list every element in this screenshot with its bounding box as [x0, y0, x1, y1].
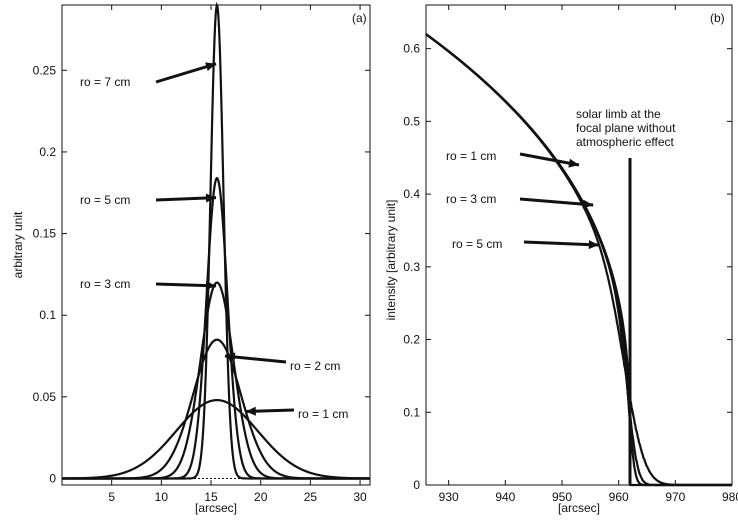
panel-a-arrow-ro-2-cm-shaft	[224, 354, 287, 364]
panel-a-xtick-label: 25	[304, 490, 318, 504]
panel-b-xtick-label: 940	[495, 490, 515, 504]
panel-a-arrow-ro-7-cm-head	[205, 62, 216, 71]
panel-a-arrow-ro-3-cm-shaft	[155, 282, 217, 288]
panel-b-curve-ro-1-cm	[425, 33, 732, 487]
panel-b-curve-solar-limb-at-the-focal-plane-without-atmospheric-effect	[425, 33, 732, 487]
panel-a-curves	[62, 1, 370, 480]
panel-b-xtick-label: 960	[609, 490, 629, 504]
panel-b-ytick-label: 0.3	[403, 260, 420, 274]
panel-a-arrow-ro-7-cm-shaft	[155, 62, 217, 84]
panel-a-ytick-label: 0.15	[33, 227, 57, 241]
panel-b-annotations: ro = 1 cm ro = 3 cm ro = 5 cm solar limb at…	[446, 107, 676, 485]
panel-b-xtick-label: 980	[722, 490, 738, 504]
panel-a-curve-ro-3-cm	[62, 281, 370, 480]
panel-a-ytick-label: 0	[49, 471, 56, 485]
panel-a-annotation-ro-5-cm: ro = 5 cm	[80, 193, 130, 207]
panel-a-curve-ro-5-cm	[62, 176, 370, 480]
panel-b-x-axis-label: [arcsec]	[558, 501, 600, 515]
panel-b-limb-note-line: focal plane without	[576, 121, 676, 135]
panel-b-curve-ro-3-cm	[425, 33, 732, 487]
panel-b-ytick-label: 0.4	[403, 187, 420, 201]
panel-a-xtick-label: 10	[155, 490, 169, 504]
panel-a-xtick-label: 20	[254, 490, 268, 504]
panel-a-ytick-label: 0.25	[33, 63, 57, 77]
panel-a-annotation-ro-1-cm: ro = 1 cm	[298, 407, 348, 421]
panel-b-arrow-ro-5-cm-head	[588, 240, 599, 250]
panel-a-annotation-ro-7-cm: ro = 7 cm	[80, 75, 130, 89]
panel-b-limb-note-line: atmospheric effect	[576, 135, 674, 149]
panel-a-xtick-label: 15	[204, 490, 218, 504]
panel-b-frame	[425, 4, 733, 486]
panel-b-annotation-ro-3-cm: ro = 3 cm	[446, 192, 496, 206]
panel-b-ytick-label: 0	[413, 478, 420, 492]
panel-a-annotations: ro = 7 cm ro = 5 cm ro = 3 cm ro = 2 cm ro =…	[80, 62, 348, 421]
panel-b-curve-ro-5-cm	[425, 33, 732, 487]
panel-b-ticks: 930 940 950 960 970 980 0 0.1 0.2 0.3 0.4 0.5 0.6	[403, 5, 738, 504]
panel-b-label: (b)	[710, 11, 725, 25]
panel-a-ytick-label: 0.05	[33, 390, 57, 404]
panel-a-xtick-label: 30	[353, 490, 367, 504]
panel-b-ytick-label: 0.1	[403, 405, 420, 419]
panel-a-arrow-ro-5-cm-head	[205, 193, 216, 203]
panel-b-xtick-label: 930	[439, 490, 459, 504]
panel-b-ytick-label: 0.2	[403, 333, 420, 347]
panel-a-arrow-ro-1-cm-head	[245, 406, 256, 416]
panel-a-ytick-label: 0.2	[39, 145, 56, 159]
panel-b-arrow-ro-3-cm-shaft	[519, 197, 594, 207]
panel-b-arrow-ro-3-cm-head	[582, 199, 594, 209]
panel-a-arrow-ro-3-cm-head	[205, 281, 216, 291]
panel-a-y-axis-label: arbitrary unit	[11, 211, 25, 278]
panel-a-label: (a)	[352, 11, 367, 25]
panel-a-arrow-ro-2-cm-head	[224, 352, 236, 362]
panel-a-xtick-label: 5	[108, 490, 115, 504]
panel-b-annotation-ro-1-cm: ro = 1 cm	[446, 149, 496, 163]
panel-b-xtick-label: 950	[552, 490, 572, 504]
panel-b-xtick-label: 970	[665, 490, 685, 504]
panel-a-curve-ro-7-cm	[62, 1, 370, 480]
panel-a: (a) [arcsec] arbitrary unit 5 10 15 20 25 30 0…	[11, 1, 371, 515]
panel-b-ytick-label: 0.5	[403, 114, 420, 128]
panel-b-ytick-label: 0.6	[403, 42, 420, 56]
panel-b-annotation-ro-5-cm: ro = 5 cm	[452, 237, 502, 251]
panel-a-x-axis-label: [arcsec]	[195, 501, 237, 515]
panel-a-annotation-ro-3-cm: ro = 3 cm	[80, 277, 130, 291]
panel-b-arrow-ro-1-cm-shaft	[519, 152, 580, 167]
panel-b-limb-note-line: solar limb at the	[576, 107, 661, 121]
panel-a-annotation-ro-2-cm: ro = 2 cm	[290, 359, 340, 373]
panel-b-y-axis-label: intensity [arbitrary unit]	[384, 200, 398, 321]
panel-b: (b) [arcsec] intensity [arbitrary unit] …	[384, 4, 738, 515]
panel-a-curve-ro-1-cm	[62, 398, 370, 480]
panel-b-arrow-ro-1-cm-head	[568, 158, 579, 168]
panel-a-arrow-ro-5-cm-shaft	[155, 196, 217, 202]
panel-b-curves	[425, 33, 732, 487]
panel-b-arrow-ro-5-cm-shaft	[523, 240, 599, 247]
panel-a-ytick-label: 0.1	[39, 308, 56, 322]
